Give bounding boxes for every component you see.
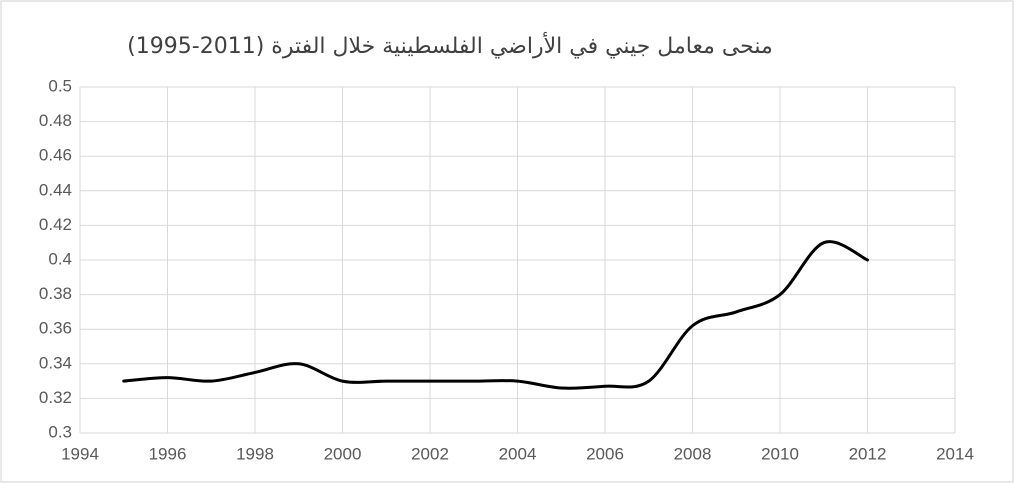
y-tick-label: 0.44 [39, 180, 72, 199]
y-tick-label: 0.38 [39, 284, 72, 303]
data-line [122, 240, 869, 390]
y-tick-label: 0.46 [39, 146, 72, 165]
chart-title: منحى معامل جيني في الأراضي الفلسطينية خل… [127, 32, 773, 59]
x-tick-label: 2010 [761, 444, 799, 463]
y-tick-label: 0.42 [39, 215, 72, 234]
x-tick-label: 1994 [61, 444, 99, 463]
x-tick-label: 2000 [324, 444, 362, 463]
x-tick-label: 2002 [411, 444, 449, 463]
y-tick-label: 0.32 [39, 388, 72, 407]
x-tick-label: 1996 [149, 444, 187, 463]
y-tick-label: 0.3 [48, 422, 72, 441]
x-tick-label: 2008 [674, 444, 712, 463]
x-tick-label: 2006 [586, 444, 624, 463]
y-tick-label: 0.34 [39, 353, 72, 372]
y-tick-label: 0.48 [39, 111, 72, 130]
x-tick-label: 2012 [849, 444, 887, 463]
x-tick-label: 2004 [499, 444, 537, 463]
x-tick-label: 2014 [936, 444, 974, 463]
y-tick-label: 0.36 [39, 319, 72, 338]
y-tick-label: 0.5 [48, 76, 72, 95]
y-tick-label: 0.4 [48, 249, 72, 268]
x-tick-label: 1998 [236, 444, 274, 463]
